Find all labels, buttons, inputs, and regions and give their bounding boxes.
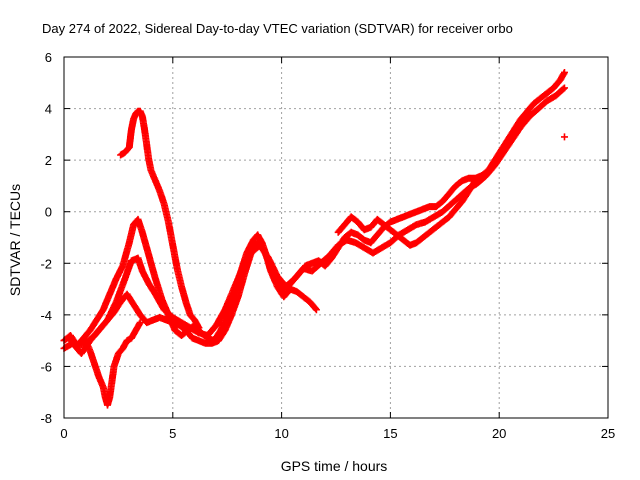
data-point xyxy=(195,324,203,332)
y-tick-label: -2 xyxy=(40,256,52,271)
data-point xyxy=(559,85,567,93)
y-tick-label: -6 xyxy=(40,359,52,374)
data-point xyxy=(560,84,568,92)
x-axis-label: GPS time / hours xyxy=(281,458,388,474)
x-tick-label: 0 xyxy=(60,426,67,441)
data-point xyxy=(136,319,144,327)
y-tick-label: 4 xyxy=(45,102,52,117)
x-tick-label: 25 xyxy=(601,426,615,441)
y-axis-label: SDTVAR / TECUs xyxy=(7,184,23,296)
data-point xyxy=(312,306,320,314)
data-point xyxy=(477,173,485,180)
series-track-3 xyxy=(64,239,320,350)
x-tick-label: 20 xyxy=(492,426,506,441)
y-tick-label: -8 xyxy=(40,411,52,426)
x-tick-label: 5 xyxy=(169,426,176,441)
x-tick-label: 10 xyxy=(274,426,288,441)
y-tick-label: 6 xyxy=(45,50,52,65)
chart-title: Day 274 of 2022, Sidereal Day-to-day VTE… xyxy=(42,21,513,36)
data-point xyxy=(560,133,568,141)
y-tick-label: -4 xyxy=(40,308,52,323)
series-track-6 xyxy=(334,172,486,249)
series-outlier xyxy=(560,133,568,141)
series-track-5 xyxy=(117,107,203,332)
y-tick-label: 0 xyxy=(45,205,52,220)
data-points xyxy=(60,68,568,409)
data-point xyxy=(478,172,486,180)
series-track-4 xyxy=(82,319,144,409)
y-tick-label: 2 xyxy=(45,153,52,168)
data-point xyxy=(312,305,319,313)
data-point xyxy=(560,68,568,76)
x-tick-label: 15 xyxy=(383,426,397,441)
plot-frame xyxy=(63,56,609,419)
